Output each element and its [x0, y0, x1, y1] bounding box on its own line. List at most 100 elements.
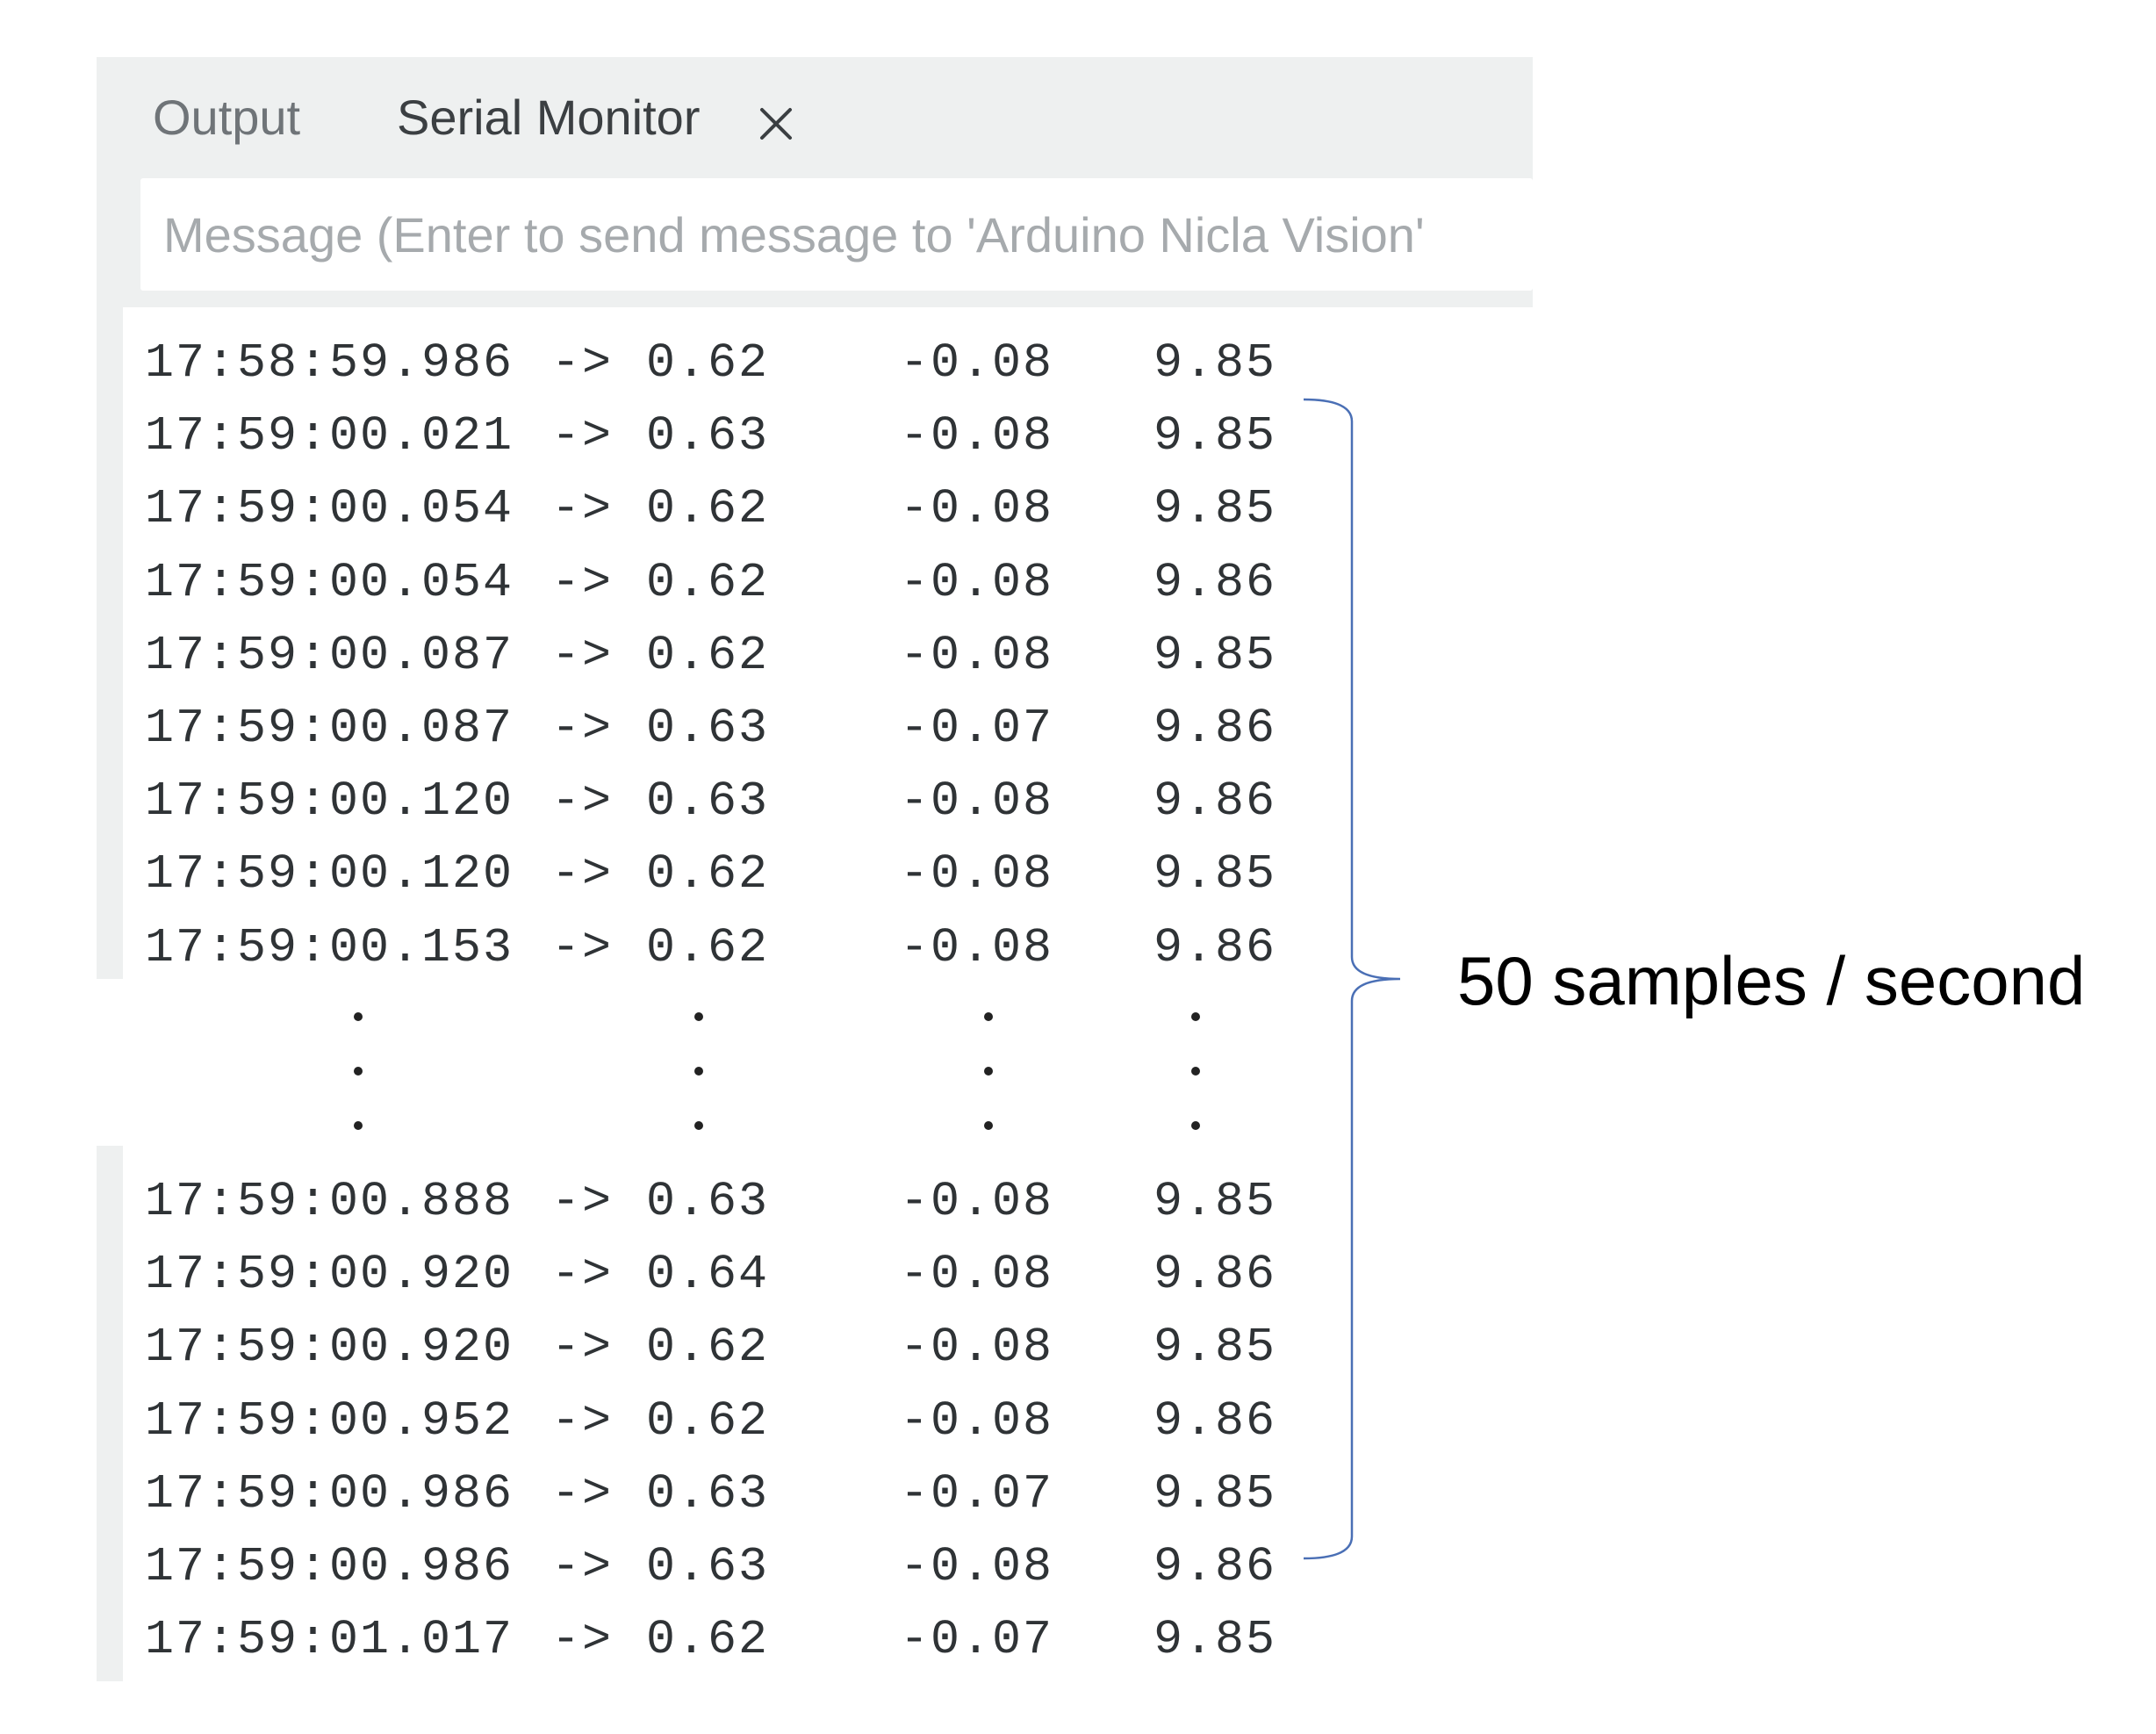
serial-time: 17:59:00.920: [145, 1320, 514, 1376]
serial-z: 9.85: [1153, 1612, 1277, 1668]
ellipsis-dot: [694, 1067, 703, 1076]
serial-y: -0.08: [900, 1320, 1054, 1376]
serial-arrow: ->: [551, 1612, 614, 1668]
serial-z: 9.85: [1153, 481, 1277, 537]
serial-x: 0.63: [646, 701, 770, 756]
serial-arrow: ->: [551, 773, 614, 830]
brace-icon: [1303, 398, 1401, 1560]
serial-z: 9.86: [1153, 1392, 1277, 1449]
serial-x: 0.62: [646, 627, 770, 683]
serial-y: -0.08: [900, 627, 1054, 683]
serial-arrow: ->: [551, 1392, 614, 1449]
serial-arrow: ->: [551, 335, 614, 391]
serial-panel-header: Output Serial Monitor: [97, 57, 1533, 307]
ellipsis-dot: [694, 1121, 703, 1130]
serial-time: 17:59:00.054: [145, 481, 514, 537]
serial-z: 9.86: [1153, 701, 1277, 756]
serial-arrow: ->: [551, 554, 614, 610]
serial-z: 9.86: [1153, 1539, 1277, 1594]
serial-y: -0.08: [900, 481, 1054, 537]
serial-x: 0.62: [646, 1320, 770, 1376]
serial-z: 9.86: [1153, 1247, 1277, 1303]
gutter: [97, 1146, 123, 1681]
ellipsis-dot: [984, 1067, 993, 1076]
serial-time: 17:59:00.952: [145, 1392, 514, 1449]
serial-arrow: ->: [551, 408, 614, 464]
serial-y: -0.08: [900, 554, 1054, 610]
ellipsis-dot: [1191, 1012, 1200, 1021]
serial-output-bottom[interactable]: 17:59:00.888 -> 0.63 -0.08 9.85 17:59:00.920-…: [97, 1146, 1533, 1681]
serial-output-top[interactable]: 17:58:59.986 -> 0.62 -0.08 9.85 17:59:00.021-…: [97, 307, 1533, 979]
serial-z: 9.85: [1153, 627, 1277, 683]
ellipsis-dot: [1191, 1067, 1200, 1076]
message-input[interactable]: [140, 178, 1533, 291]
serial-y: -0.07: [900, 701, 1054, 756]
serial-time: 17:59:00.888: [145, 1174, 514, 1229]
ellipsis-dot: [354, 1121, 363, 1130]
serial-y: -0.08: [900, 773, 1054, 830]
serial-z: 9.85: [1153, 335, 1277, 391]
serial-y: -0.08: [900, 1247, 1054, 1303]
serial-y: -0.08: [900, 1539, 1054, 1594]
serial-arrow: ->: [551, 701, 614, 756]
serial-x: 0.62: [646, 846, 770, 903]
serial-x: 0.63: [646, 1539, 770, 1594]
serial-z: 9.85: [1153, 846, 1277, 903]
serial-time: 17:59:01.017: [145, 1612, 514, 1668]
serial-time: 17:59:00.054: [145, 554, 514, 610]
serial-z: 9.85: [1153, 1174, 1277, 1229]
serial-time: 17:59:00.087: [145, 701, 514, 756]
serial-arrow: ->: [551, 919, 614, 975]
serial-arrow: ->: [551, 627, 614, 683]
ellipsis-dot: [694, 1012, 703, 1021]
serial-time: 17:59:00.986: [145, 1539, 514, 1594]
serial-x: 0.62: [646, 335, 770, 391]
tab-output[interactable]: Output: [153, 90, 301, 145]
serial-time: 17:59:00.087: [145, 627, 514, 683]
serial-x: 0.63: [646, 408, 770, 464]
serial-time: 17:59:00.986: [145, 1465, 514, 1522]
serial-x: 0.62: [646, 554, 770, 610]
serial-y: -0.08: [900, 1392, 1054, 1449]
serial-x: 0.63: [646, 773, 770, 830]
serial-x: 0.62: [646, 919, 770, 975]
ellipsis-dot: [1191, 1121, 1200, 1130]
ellipsis-dot: [984, 1121, 993, 1130]
serial-arrow: ->: [551, 1174, 614, 1229]
serial-time: 17:59:00.153: [145, 919, 514, 975]
serial-y: -0.08: [900, 408, 1054, 464]
serial-z: 9.85: [1153, 1465, 1277, 1522]
serial-x: 0.63: [646, 1465, 770, 1522]
serial-y: -0.08: [900, 919, 1054, 975]
serial-arrow: ->: [551, 1247, 614, 1303]
serial-y: -0.08: [900, 335, 1054, 391]
serial-arrow: ->: [551, 481, 614, 537]
serial-time: 17:59:00.120: [145, 773, 514, 830]
serial-y: -0.07: [900, 1465, 1054, 1522]
serial-time: 17:59:00.120: [145, 846, 514, 903]
serial-x: 0.62: [646, 1612, 770, 1668]
serial-z: 9.85: [1153, 1320, 1277, 1376]
serial-x: 0.62: [646, 481, 770, 537]
serial-x: 0.62: [646, 1392, 770, 1449]
ellipsis-dot: [354, 1067, 363, 1076]
serial-z: 9.86: [1153, 919, 1277, 975]
serial-arrow: ->: [551, 846, 614, 903]
serial-arrow: ->: [551, 1539, 614, 1594]
gutter: [97, 307, 123, 979]
serial-time: 17:58:59.986: [145, 335, 514, 391]
serial-y: -0.07: [900, 1612, 1054, 1668]
serial-y: -0.08: [900, 846, 1054, 903]
serial-x: 0.64: [646, 1247, 770, 1303]
serial-z: 9.86: [1153, 773, 1277, 830]
ellipsis-dot: [354, 1012, 363, 1021]
ellipsis-dot: [984, 1012, 993, 1021]
serial-y: -0.08: [900, 1174, 1054, 1229]
serial-z: 9.85: [1153, 408, 1277, 464]
serial-time: 17:59:00.920: [145, 1247, 514, 1303]
sample-rate-annotation: 50 samples / second: [1457, 942, 2086, 1019]
tab-serial-monitor[interactable]: Serial Monitor: [397, 90, 701, 145]
serial-time: 17:59:00.021: [145, 408, 514, 464]
close-icon[interactable]: [757, 104, 795, 143]
serial-x: 0.63: [646, 1174, 770, 1229]
